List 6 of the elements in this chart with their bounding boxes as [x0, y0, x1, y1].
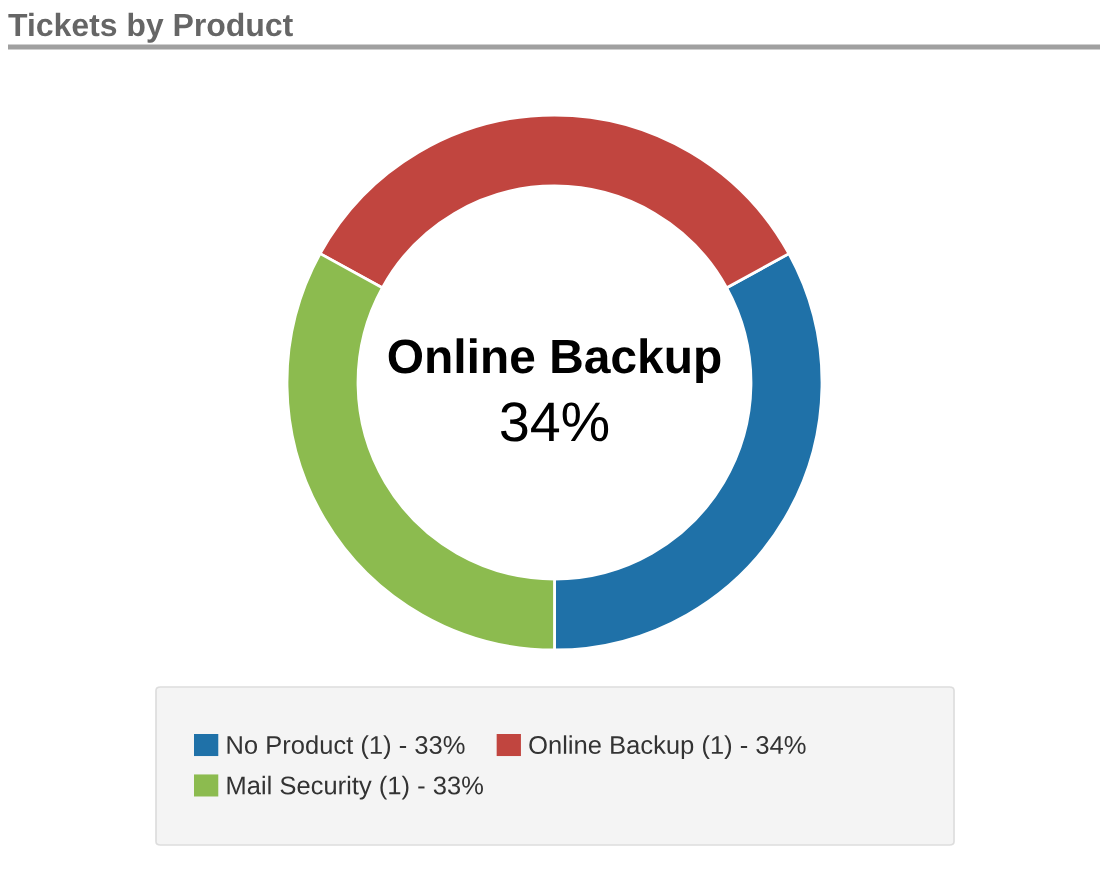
chart-title: Tickets by Product	[8, 12, 293, 43]
text: Online Backup	[388, 338, 721, 383]
legend-label: No Product (1) - 33%	[227, 735, 465, 760]
legend-label: Mail Security (1) - 33%	[227, 775, 483, 800]
text: 34%	[501, 402, 609, 442]
legend-label: Online Backup (1) - 34%	[529, 735, 806, 760]
